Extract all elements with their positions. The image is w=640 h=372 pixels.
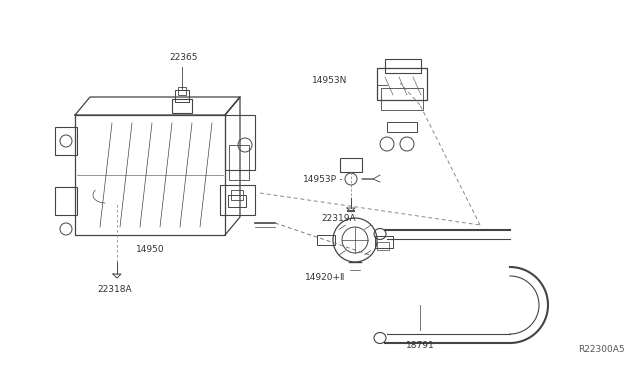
Text: 22319A: 22319A [321,214,356,222]
Bar [220,185,255,215]
Bar [175,90,189,102]
Text: 14950: 14950 [136,244,164,253]
Bar [385,59,421,73]
Bar [375,236,393,248]
Bar [172,99,192,113]
Bar [381,88,423,110]
Text: 22318A: 22318A [98,285,132,295]
Bar [55,127,77,155]
Bar [178,87,186,95]
Text: 14953N: 14953N [312,76,347,84]
Bar [387,122,417,132]
Text: 14920+Ⅱ: 14920+Ⅱ [305,273,345,282]
Bar [340,158,362,172]
Bar [55,187,77,215]
Text: R22300A5: R22300A5 [579,345,625,354]
Bar [377,68,427,100]
Bar [225,115,255,170]
Bar [317,235,335,245]
Text: 18791: 18791 [406,340,435,350]
Text: 14953P: 14953P [303,174,337,183]
Text: 22365: 22365 [170,52,198,61]
Bar [75,115,225,235]
Bar [377,242,389,250]
Bar [231,190,243,200]
Bar [228,195,246,207]
Bar [229,145,249,180]
